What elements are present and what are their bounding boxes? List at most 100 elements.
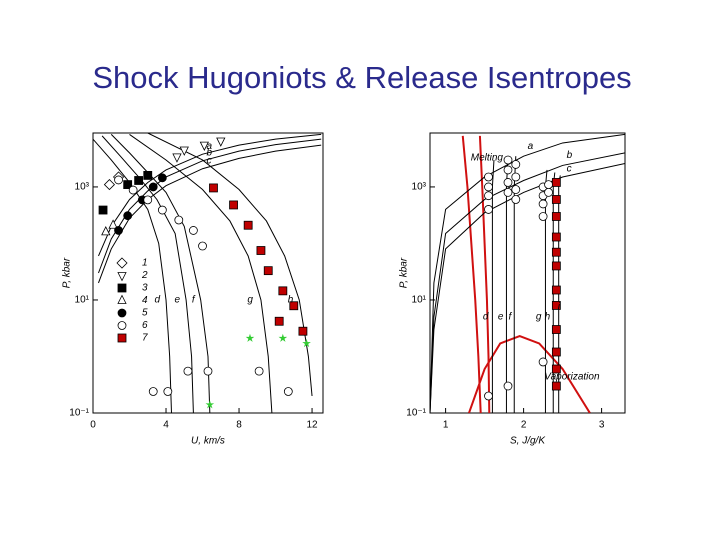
data-point <box>103 179 115 191</box>
chart: 1 2 3 10⁻¹ 10¹ 10³ S, J/g/K P, kbar Melting Vapor… <box>399 132 626 447</box>
data-point <box>157 173 167 183</box>
curve-label: Melting <box>471 153 504 164</box>
data-point <box>229 200 238 210</box>
curve-label: d <box>154 295 160 306</box>
legend-symbol <box>117 321 127 330</box>
data-point <box>503 188 513 197</box>
slide-title: Shock Hugoniots & Release Isentropes <box>92 60 631 95</box>
y-tick-label: 10⁻¹ <box>406 408 426 419</box>
data-point <box>205 400 215 409</box>
curve <box>430 152 625 413</box>
data-point <box>148 387 158 396</box>
curve <box>98 133 322 257</box>
curve-label: c <box>207 155 212 166</box>
legend-symbol <box>117 272 127 282</box>
legend-label: 7 <box>142 333 148 344</box>
data-point <box>503 165 513 175</box>
data-point <box>484 182 493 192</box>
curve-label: Vaporization <box>544 372 600 383</box>
data-point <box>302 338 311 348</box>
data-point <box>551 347 561 357</box>
y-tick-label: 10¹ <box>412 295 427 306</box>
data-point <box>551 195 561 204</box>
x-tick-label: 4 <box>163 420 169 431</box>
y-tick-label: 10³ <box>412 182 427 193</box>
data-point <box>114 175 123 185</box>
data-point <box>538 212 548 221</box>
curve-label: b <box>207 147 213 158</box>
data-point <box>551 301 561 310</box>
data-point <box>289 301 299 311</box>
plot-area <box>93 133 322 413</box>
data-point <box>114 226 123 235</box>
data-point <box>274 316 284 326</box>
data-point <box>278 333 288 342</box>
data-point <box>245 333 255 342</box>
legend-label: 4 <box>142 295 148 306</box>
data-point <box>243 220 253 230</box>
curve <box>129 133 273 413</box>
curve-label: g <box>536 312 542 323</box>
curve <box>478 135 491 413</box>
data-point <box>188 226 198 235</box>
curve <box>461 135 482 413</box>
data-point <box>551 247 561 257</box>
data-point <box>511 195 521 204</box>
data-point <box>551 232 561 242</box>
x-axis-label: U, km/s <box>191 436 225 447</box>
data-point <box>134 176 144 185</box>
curve-label: g <box>247 295 253 306</box>
data-point <box>256 246 266 255</box>
legend-label: 5 <box>142 308 148 319</box>
data-point <box>174 215 184 225</box>
legend-label: 2 <box>141 270 148 281</box>
data-point <box>551 325 561 334</box>
data-point <box>179 146 189 156</box>
data-point <box>283 387 293 396</box>
curve-label: b <box>567 150 573 161</box>
curve-label: d <box>483 312 489 323</box>
curve-label: f <box>192 295 196 306</box>
legend-symbol <box>117 283 127 293</box>
data-point <box>198 241 207 251</box>
curve-label: e <box>175 295 181 306</box>
data-point <box>544 180 553 189</box>
data-point <box>503 155 513 165</box>
legend-symbol <box>116 257 128 269</box>
legend-label: 3 <box>142 283 148 294</box>
data-point <box>123 180 133 189</box>
curve-label: i <box>558 302 561 313</box>
data-point <box>123 211 133 221</box>
curve-label: f <box>508 312 512 323</box>
data-point <box>143 170 153 180</box>
legend-symbol <box>117 294 127 304</box>
data-point <box>263 266 273 276</box>
curve <box>491 159 495 413</box>
legend-symbol <box>117 308 127 318</box>
curve <box>98 144 322 284</box>
data-point <box>199 141 209 151</box>
data-point <box>157 205 167 215</box>
data-point <box>503 381 513 391</box>
data-point <box>544 188 553 197</box>
data-point <box>98 205 108 215</box>
data-point <box>551 178 561 187</box>
data-point <box>163 387 173 396</box>
data-point <box>511 172 521 182</box>
curve <box>93 138 172 413</box>
data-point <box>203 366 213 376</box>
data-point <box>484 172 493 182</box>
data-point <box>216 137 226 147</box>
data-point <box>551 285 561 295</box>
x-tick-label: 12 <box>306 420 318 431</box>
data-point <box>143 195 153 205</box>
data-point <box>108 219 118 229</box>
x-tick-label: 3 <box>599 420 605 431</box>
y-tick-label: 10³ <box>75 182 90 193</box>
y-axis-label: P, kbar <box>399 257 410 288</box>
curve <box>110 134 211 413</box>
x-axis-label: S, J/g/K <box>510 436 546 447</box>
data-point <box>551 261 561 271</box>
data-point <box>128 185 138 195</box>
